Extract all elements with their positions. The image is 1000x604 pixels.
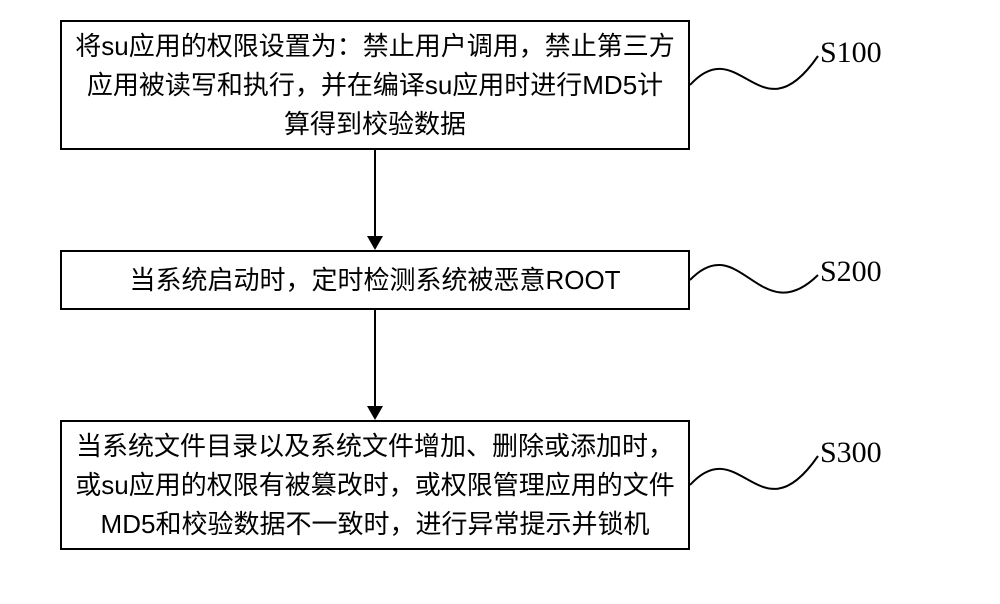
arrow-1-2-head xyxy=(367,236,383,250)
flow-node-2: 当系统启动时，定时检测系统被恶意ROOT xyxy=(60,250,690,310)
flow-node-1-text: 将su应用的权限设置为：禁止用户调用，禁止第三方应用被读写和执行，并在编译su应… xyxy=(74,27,676,144)
flow-node-1: 将su应用的权限设置为：禁止用户调用，禁止第三方应用被读写和执行，并在编译su应… xyxy=(60,20,690,150)
arrow-2-3-head xyxy=(367,406,383,420)
arrow-2-3-line xyxy=(374,310,376,406)
arrow-1-2-line xyxy=(374,150,376,236)
flow-node-3-text: 当系统文件目录以及系统文件增加、删除或添加时，或su应用的权限有被篡改时，或权限… xyxy=(74,427,676,544)
step-label-3: S300 xyxy=(820,436,882,470)
step-label-2: S200 xyxy=(820,255,882,289)
flow-node-2-text: 当系统启动时，定时检测系统被恶意ROOT xyxy=(129,261,620,300)
flow-node-3: 当系统文件目录以及系统文件增加、删除或添加时，或su应用的权限有被篡改时，或权限… xyxy=(60,420,690,550)
step-label-1: S100 xyxy=(820,36,882,70)
